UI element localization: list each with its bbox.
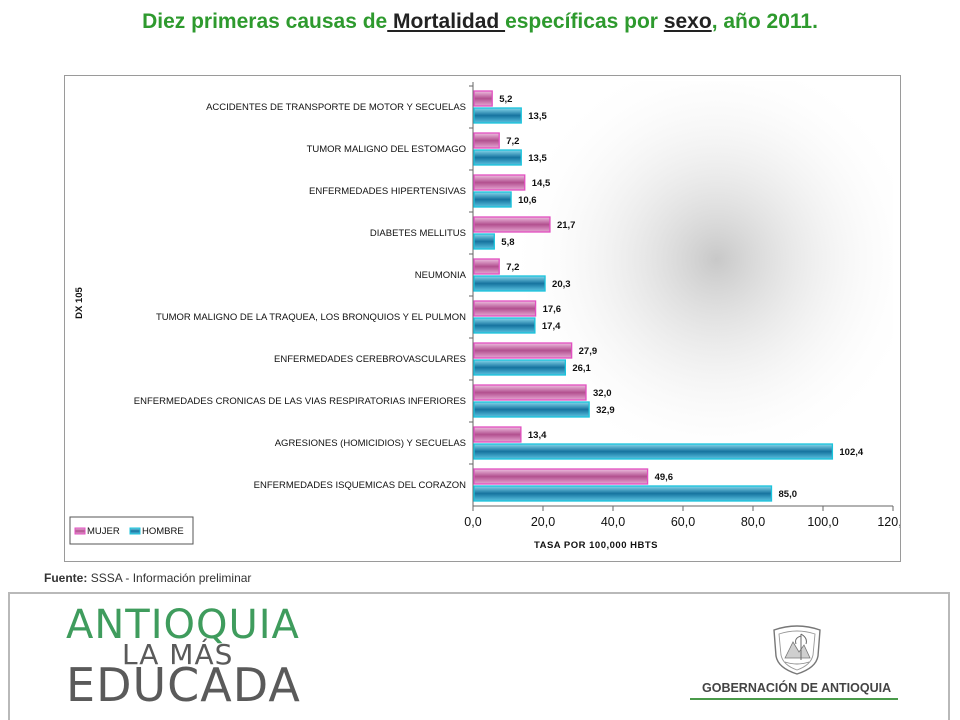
category-label: ENFERMEDADES HIPERTENSIVAS — [309, 186, 466, 197]
data-label-hombre: 13,5 — [528, 111, 547, 122]
bar-hombre — [473, 107, 522, 124]
logo-la-mas: LA MÁS — [122, 638, 234, 671]
x-tick-label: 100,0 — [807, 515, 838, 529]
data-label-mujer: 7,2 — [506, 136, 519, 147]
bar-mujer — [473, 216, 551, 233]
footer-logo-panel: ANTIOQUIA LA MÁS EDUCADA GOBERNACIÓN DE … — [8, 592, 950, 720]
data-label-mujer: 27,9 — [579, 346, 598, 357]
data-label-mujer: 7,2 — [506, 262, 519, 273]
bar-mujer — [473, 174, 526, 191]
bar-mujer — [473, 132, 500, 149]
coat-of-arms-icon — [773, 625, 821, 675]
legend: MUJER HOMBRE — [69, 516, 194, 545]
category-label: AGRESIONES (HOMICIDIOS) Y SECUELAS — [275, 438, 466, 449]
bar-hombre — [473, 191, 512, 208]
x-tick-label: 60,0 — [671, 515, 695, 529]
bar-hombre — [473, 317, 536, 334]
x-tick-label: 80,0 — [741, 515, 765, 529]
data-label-hombre: 85,0 — [779, 489, 798, 500]
bar-mujer — [473, 468, 649, 485]
bar-hombre — [473, 275, 546, 292]
data-label-mujer: 32,0 — [593, 388, 612, 399]
page-title: Diez primeras causas de Mortalidad espec… — [0, 10, 960, 34]
gobernacion-label: GOBERNACIÓN DE ANTIOQUIA — [702, 681, 892, 695]
category-label: ENFERMEDADES ISQUEMICAS DEL CORAZON — [254, 480, 467, 491]
x-tick-label: 0,0 — [464, 515, 481, 529]
legend-swatch-mujer — [74, 527, 86, 535]
bar-hombre — [473, 485, 773, 502]
bar-mujer — [473, 384, 587, 401]
bar-mujer — [473, 90, 493, 107]
legend-label-hombre: HOMBRE — [142, 526, 184, 537]
x-tick-label: 120,0 — [877, 515, 900, 529]
data-label-mujer: 5,2 — [499, 94, 512, 105]
bar-mujer — [473, 342, 573, 359]
bar-hombre — [473, 359, 566, 376]
source-label: Fuente: — [44, 571, 88, 585]
legend-swatch-hombre — [129, 527, 141, 535]
data-label-mujer: 13,4 — [528, 430, 547, 441]
title-part-3: específicas por — [505, 10, 658, 33]
category-label: NEUMONIA — [415, 270, 467, 281]
bar-mujer — [473, 300, 537, 317]
category-label: DIABETES MELLITUS — [370, 228, 466, 239]
plot-background — [473, 81, 893, 506]
x-axis-title: TASA POR 100,000 HBTS — [534, 540, 658, 551]
logo-educada: EDUCADA — [66, 658, 301, 712]
source-text: SSSA - Información preliminar — [90, 571, 252, 585]
bar-hombre — [473, 401, 590, 418]
gobernacion-rule — [690, 698, 898, 700]
data-label-hombre: 32,9 — [596, 405, 615, 416]
data-label-hombre: 13,5 — [528, 153, 547, 164]
bar-hombre — [473, 443, 834, 460]
category-label: ENFERMEDADES CEREBROVASCULARES — [274, 354, 466, 365]
category-label: ENFERMEDADES CRONICAS DE LAS VIAS RESPIR… — [134, 396, 466, 407]
data-label-hombre: 26,1 — [572, 363, 591, 374]
source-note: Fuente: SSSA - Información preliminar — [44, 571, 251, 585]
category-label: ACCIDENTES DE TRANSPORTE DE MOTOR Y SECU… — [206, 102, 466, 113]
legend-label-mujer: MUJER — [87, 526, 120, 537]
chart-area: 0,0 20,0 40,0 60,0 80,0 100,0 120,0 ACCIDENTES … — [64, 75, 901, 562]
x-tick-label: 20,0 — [531, 515, 555, 529]
data-label-mujer: 21,7 — [557, 220, 576, 231]
data-label-hombre: 10,6 — [518, 195, 537, 206]
logo-antioquia: ANTIOQUIA — [66, 602, 300, 648]
data-label-hombre: 17,4 — [542, 321, 561, 332]
category-label: TUMOR MALIGNO DE LA TRAQUEA, LOS BRONQUI… — [156, 312, 466, 323]
title-part-5: , año 2011. — [711, 10, 818, 33]
x-tick-label: 40,0 — [601, 515, 625, 529]
data-label-hombre: 102,4 — [839, 447, 863, 458]
category-label: TUMOR MALIGNO DEL ESTOMAGO — [307, 144, 466, 155]
data-label-mujer: 17,6 — [543, 304, 562, 315]
bar-hombre — [473, 149, 522, 166]
data-label-hombre: 5,8 — [501, 237, 514, 248]
y-axis-title: DX 105 — [74, 286, 85, 318]
title-part-1: Diez primeras causas de — [142, 10, 388, 33]
bar-chart: 0,0 20,0 40,0 60,0 80,0 100,0 120,0 ACCIDENTES … — [69, 81, 900, 551]
data-label-mujer: 14,5 — [532, 178, 551, 189]
bar-mujer — [473, 426, 522, 443]
data-label-mujer: 49,6 — [655, 472, 674, 483]
title-part-4: sexo — [663, 10, 712, 33]
bar-hombre — [473, 233, 495, 250]
title-part-2: Mortalidad — [387, 10, 506, 33]
bar-mujer — [473, 258, 500, 275]
data-label-hombre: 20,3 — [552, 279, 571, 290]
